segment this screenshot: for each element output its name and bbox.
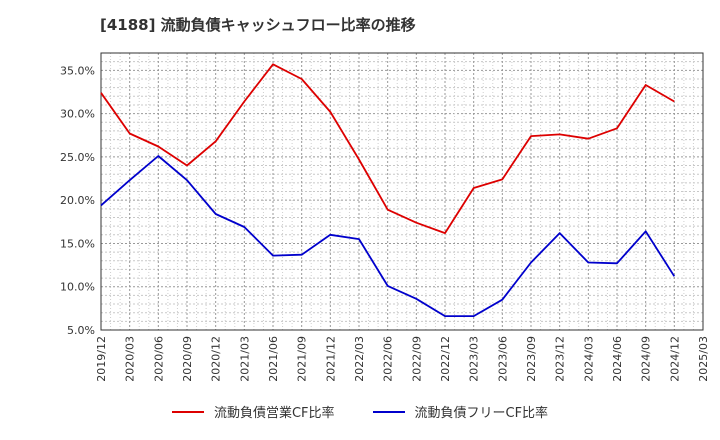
x-tick-label: 2022/12 [439, 336, 452, 382]
y-tick-label: 20.0% [60, 194, 95, 207]
x-tick-label: 2024/09 [640, 336, 653, 382]
x-tick-label: 2023/09 [525, 336, 538, 382]
x-tick-label: 2021/06 [267, 336, 280, 382]
legend: 流動負債営業CF比率 流動負債フリーCF比率 [0, 402, 720, 421]
x-tick-label: 2020/09 [181, 336, 194, 382]
x-tick-label: 2021/09 [296, 336, 309, 382]
chart-title: [4188] 流動負債キャッシュフロー比率の推移 [100, 16, 416, 34]
y-tick-label: 25.0% [60, 151, 95, 164]
legend-item-free-cf: 流動負債フリーCF比率 [372, 402, 549, 421]
y-tick-label: 10.0% [60, 281, 95, 294]
x-tick-label: 2023/12 [554, 336, 567, 382]
x-tick-label: 2020/12 [210, 336, 223, 382]
y-tick-label: 30.0% [60, 108, 95, 121]
x-tick-label: 2021/12 [324, 336, 337, 382]
legend-swatch-free-cf [372, 410, 405, 413]
x-tick-label: 2024/12 [668, 336, 681, 382]
x-tick-label: 2023/03 [468, 336, 481, 382]
x-tick-label: 2025/03 [697, 336, 710, 382]
series-line-free-cf [100, 155, 676, 318]
x-tick-label: 2023/06 [496, 336, 509, 382]
legend-swatch-operating-cf [171, 410, 204, 413]
plot-border [100, 52, 704, 331]
legend-label-operating-cf: 流動負債営業CF比率 [213, 406, 335, 421]
series-line-operating-cf [100, 63, 675, 235]
x-tick-label: 2024/06 [611, 336, 624, 382]
x-tick-label: 2020/03 [124, 336, 137, 382]
x-tick-label: 2022/06 [382, 336, 395, 382]
x-tick-label: 2019/12 [95, 336, 108, 382]
y-tick-label: 15.0% [60, 237, 95, 250]
y-tick-label: 35.0% [60, 64, 95, 77]
legend-item-operating-cf: 流動負債営業CF比率 [171, 402, 335, 421]
y-tick-label: 5.0% [67, 324, 95, 337]
legend-label-free-cf: 流動負債フリーCF比率 [414, 406, 549, 421]
x-tick-label: 2020/06 [152, 336, 165, 382]
x-tick-label: 2021/03 [238, 336, 251, 382]
x-tick-label: 2022/09 [410, 336, 423, 382]
x-tick-label: 2024/03 [582, 336, 595, 382]
x-tick-label: 2022/03 [353, 336, 366, 382]
